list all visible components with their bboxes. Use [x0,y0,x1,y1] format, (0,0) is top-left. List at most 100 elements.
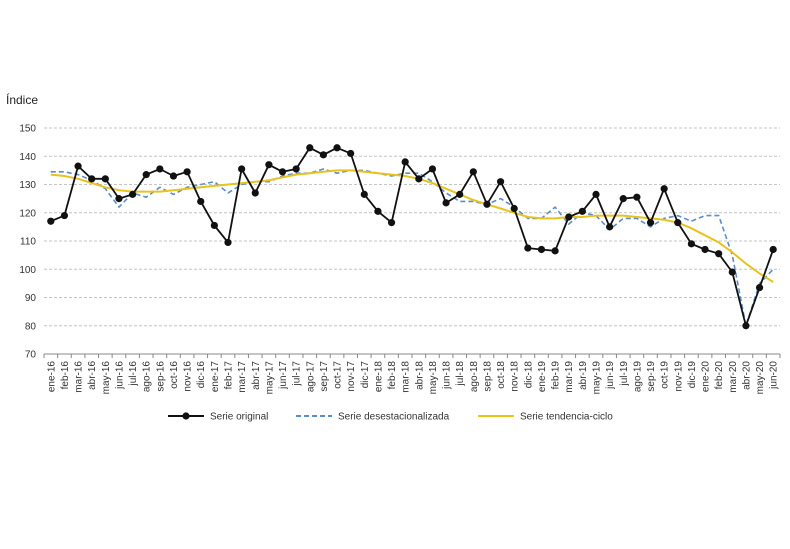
data-point [469,168,477,176]
x-tick-label: ene-18 [373,361,384,393]
x-tick-label: dic-18 [523,361,534,389]
data-point [742,322,750,330]
x-tick-label: ene-17 [210,361,221,393]
x-tick-label: oct-16 [169,361,180,389]
x-tick-label: jul-16 [128,361,139,387]
x-tick-label: nov-18 [510,361,521,392]
series-line-0 [50,146,775,327]
data-point [251,189,259,197]
y-tick-label: 80 [25,321,37,332]
x-tick-label: may-18 [428,361,439,395]
data-point [456,190,464,198]
x-tick-label: feb-19 [551,361,562,390]
x-tick-label: sep-16 [155,361,166,392]
x-tick-label: nov-19 [673,361,684,392]
x-tick-label: abr-20 [741,361,752,390]
data-point [197,197,205,206]
data-point [524,244,532,252]
x-tick-label: ago-16 [142,361,153,393]
x-tick-label: abr-17 [251,361,262,390]
legend: Serie original Serie desestacionalizada Se… [168,412,613,423]
x-tick-label: jun-20 [769,361,780,390]
data-point [360,190,368,198]
y-tick-label: 120 [19,208,36,219]
data-point [265,161,273,169]
data-point [292,165,300,173]
data-point [510,204,518,213]
data-point [74,162,82,170]
data-point [606,223,614,231]
x-tick-label: sep-17 [319,361,330,392]
x-tick-label: jun-16 [114,361,125,390]
data-point [115,195,123,203]
data-point [578,207,586,215]
x-tick-label: jul-19 [619,361,630,387]
x-tick-label: may-16 [101,361,112,395]
x-tick-label: feb-18 [387,361,398,390]
data-point [210,221,218,230]
data-point [660,185,668,193]
y-tick-label: 130 [19,180,36,191]
x-tick-label: mar-19 [564,361,575,393]
y-tick-label: 140 [19,152,36,163]
x-tick-label: nov-17 [346,361,357,392]
data-point [374,207,382,215]
legend-label: Serie tendencia-ciclo [520,412,613,423]
data-point [674,219,682,227]
data-point [551,247,559,255]
x-tick-label: feb-17 [224,361,235,390]
grid-lines [43,127,781,358]
data-point [415,175,423,183]
x-tick-label: mar-18 [401,361,412,393]
x-tick-label: jul-17 [292,361,303,387]
data-point [619,195,627,203]
y-tick-label: 70 [25,350,37,361]
x-tick-label: feb-20 [714,361,725,390]
x-tick-labels: ene-16 feb-16 mar-16 abr-16 may-16 jun-16 jul-… [46,361,779,395]
x-tick-label: abr-19 [578,361,589,390]
data-point [633,193,641,201]
series-line-1 [50,168,774,327]
legend-label: Serie desestacionalizada [338,412,450,423]
data-point [156,165,164,173]
data-point [278,168,287,176]
data-point [47,217,55,225]
data-point [769,245,777,254]
x-tick-label: sep-18 [482,361,493,392]
x-tick-label: ago-19 [632,361,643,393]
x-tick-label: ene-19 [537,361,548,393]
x-tick-label: abr-18 [414,361,425,390]
x-tick-label: ago-18 [469,361,480,393]
data-point [646,219,655,227]
x-tick-label: mar-20 [728,361,739,393]
y-tick-labels: 70 80 90 100 110 120 130 140 150 [19,124,36,361]
x-tick-label: feb-16 [60,361,71,390]
x-tick-label: dic-16 [196,361,207,389]
data-point [306,144,314,152]
data-point [442,199,450,207]
data-point [687,240,696,248]
x-tick-label: ene-16 [46,361,57,393]
x-tick-label: jun-18 [442,361,453,390]
data-point [387,219,396,227]
x-tick-label: oct-18 [496,361,507,389]
x-tick-label: oct-17 [333,361,344,389]
data-point [483,200,491,208]
y-tick-label: 110 [20,237,36,248]
data-point [60,211,69,220]
data-point [701,245,709,254]
y-tick-label: 90 [25,293,37,304]
data-point [169,172,178,180]
legend-marker [182,412,190,420]
data-point [428,165,437,173]
y-axis-label: Índice [6,92,38,107]
data-point [592,190,600,198]
x-tick-label: jun-19 [605,361,616,390]
x-tick-label: ago-17 [305,361,316,393]
data-point [496,178,505,186]
data-point [238,165,246,173]
data-point [401,158,409,166]
data-point [183,168,191,176]
data-point [537,245,546,254]
y-tick-label: 100 [19,265,36,276]
